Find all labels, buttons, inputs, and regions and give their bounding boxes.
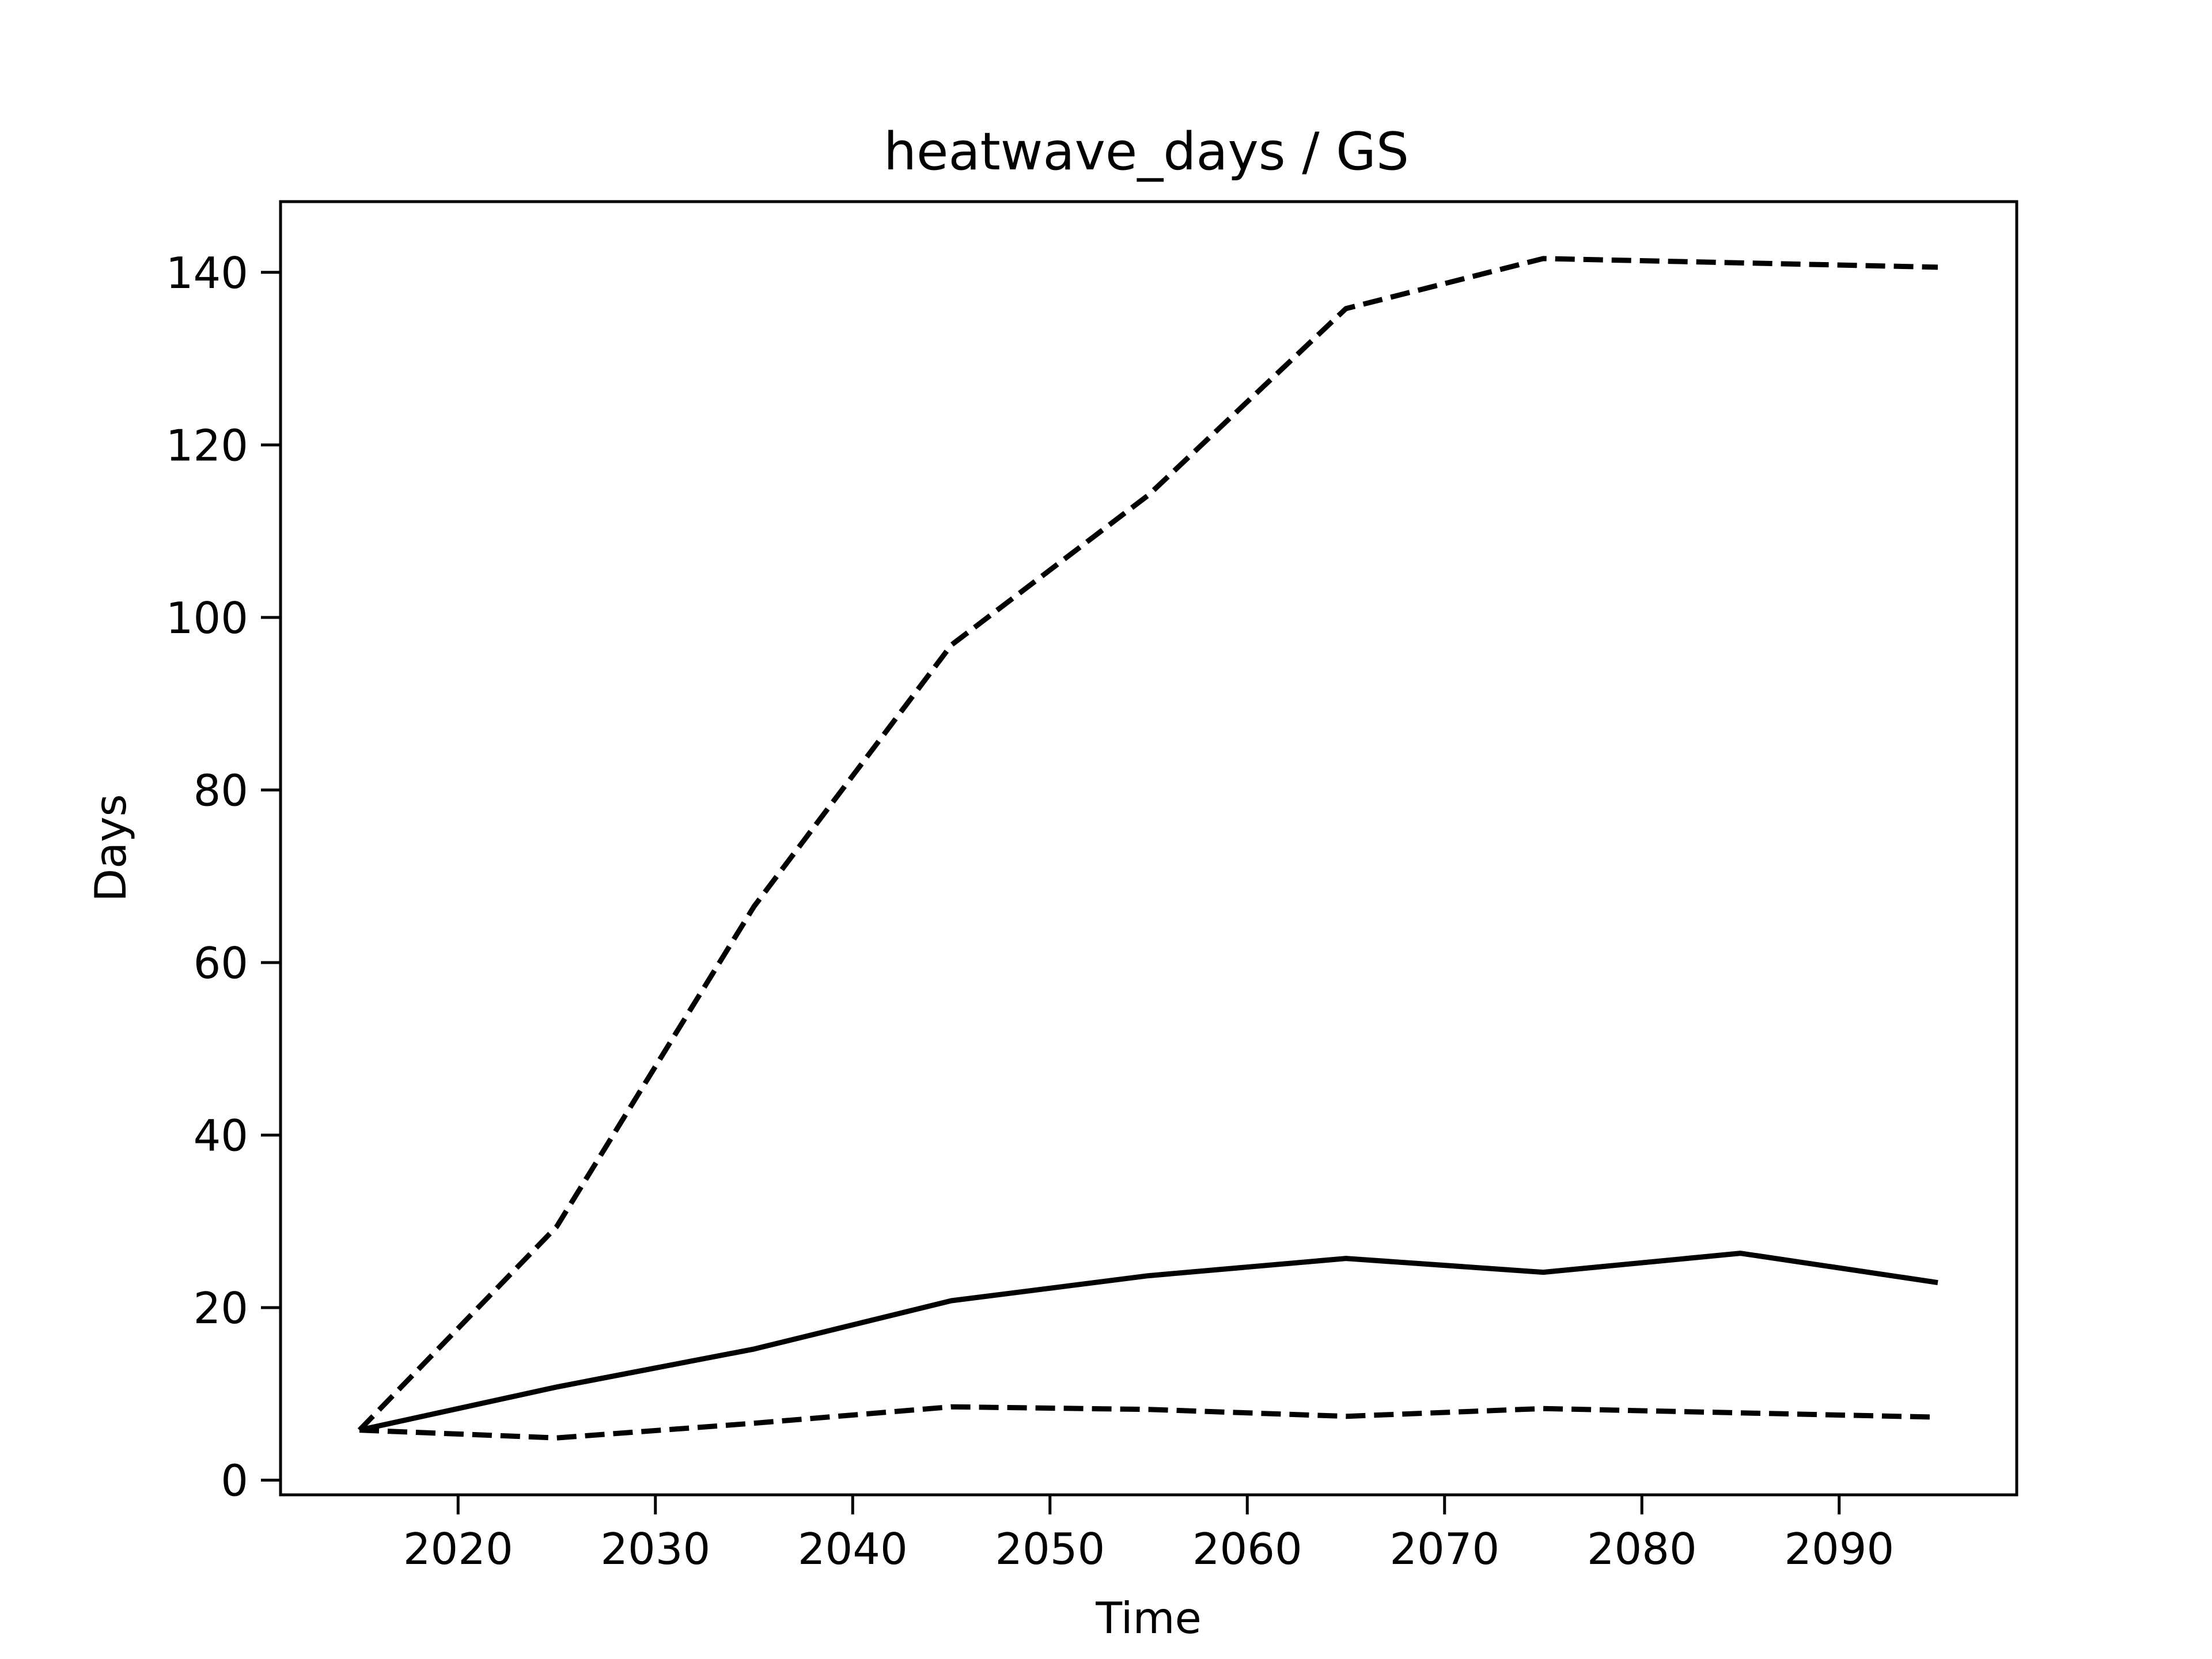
x-tick-label: 2050 [995,1524,1105,1574]
y-axis-label: Days [85,794,136,902]
y-tick-label: 100 [166,593,248,643]
x-tick-label: 2040 [798,1524,908,1574]
x-tick-label: 2080 [1587,1524,1697,1574]
y-tick-label: 140 [166,248,248,298]
y-axis-ticks: 0 20 40 60 80 100 120 140 [166,248,281,1506]
plot-frame [279,200,2018,1497]
chart-title: heatwave_days / GS [884,122,1409,182]
series-line-2-dashed [357,256,1938,1432]
y-tick-label: 60 [194,938,248,988]
x-tick-label: 2020 [403,1524,513,1574]
y-tick-label: 80 [194,765,248,816]
x-tick-label: 2090 [1784,1524,1894,1574]
series-line-1-solid [359,1251,1938,1433]
plot-lines [357,256,1938,1441]
y-tick-label: 0 [221,1456,248,1506]
y-tick-label: 20 [194,1283,248,1334]
x-tick-label: 2060 [1192,1524,1302,1574]
series-line-3-dashed [359,1404,1938,1441]
x-axis-ticks: 2020 2030 2040 2050 2060 2070 2080 2090 [403,1495,1894,1574]
x-tick-label: 2070 [1389,1524,1499,1574]
y-tick-label: 120 [166,420,248,471]
x-tick-label: 2030 [600,1524,710,1574]
y-tick-label: 40 [194,1110,248,1161]
x-axis-label: Time [1095,1593,1202,1643]
